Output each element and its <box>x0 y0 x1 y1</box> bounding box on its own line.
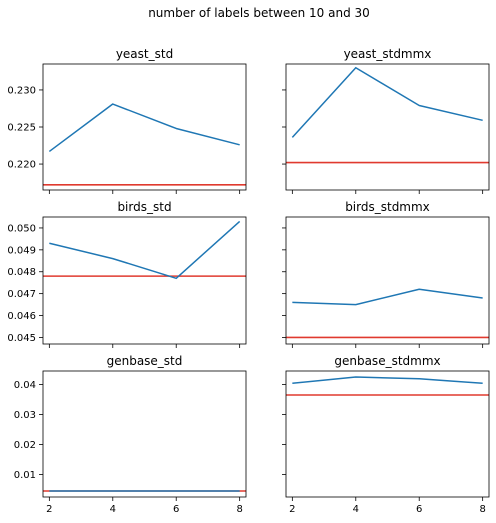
x-tick-label: 8 <box>479 504 485 515</box>
series-line <box>292 376 483 385</box>
subplot-title: genbase_std <box>107 354 183 368</box>
x-tick-label: 2 <box>46 504 52 515</box>
x-tick-label: 2 <box>289 504 295 515</box>
y-tick-label: 0.225 <box>7 123 36 134</box>
subplot-title: genbase_stdmmx <box>334 354 440 368</box>
subplot-yeast-stdmmx: yeast_stdmmx <box>282 47 490 194</box>
subplot-title: birds_std <box>117 200 171 214</box>
y-tick-label: 0.050 <box>7 223 36 234</box>
series-line <box>291 66 483 138</box>
subplot-yeast-std: yeast_std 0.220 0.225 0.230 <box>7 47 247 194</box>
series-line <box>292 288 483 306</box>
x-tick-label: 4 <box>353 504 359 515</box>
axes-frame <box>42 216 247 345</box>
subplot-genbase-std: genbase_std 0.01 0.02 0.03 0.04 2 4 6 8 <box>14 354 247 515</box>
subplot-title: birds_stdmmx <box>345 200 430 214</box>
y-tick-label: 0.02 <box>14 440 36 451</box>
x-tick-label: 8 <box>236 504 242 515</box>
y-tick-label: 0.230 <box>7 85 36 96</box>
y-tick-label: 0.04 <box>14 380 36 391</box>
y-tick-label: 0.01 <box>14 470 36 481</box>
y-tick-label: 0.049 <box>7 245 36 256</box>
y-tick-label: 0.03 <box>14 410 36 421</box>
axes-frame <box>42 63 247 191</box>
series-line <box>48 103 240 153</box>
y-tick-label: 0.045 <box>7 333 36 344</box>
subplot-birds-stdmmx: birds_stdmmx <box>282 200 490 348</box>
subplot-title: yeast_std <box>116 47 173 61</box>
y-tick-label: 0.220 <box>7 160 36 171</box>
x-tick-label: 4 <box>110 504 116 515</box>
y-tick-label: 0.046 <box>7 311 36 322</box>
axes-frame <box>285 216 490 345</box>
figure-suptitle: number of labels between 10 and 30 <box>148 6 370 20</box>
y-tick-label: 0.047 <box>7 289 36 300</box>
subplot-title: yeast_stdmmx <box>344 47 432 61</box>
subplot-genbase-stdmmx: genbase_stdmmx 2 4 6 8 <box>282 354 490 515</box>
axes-frame <box>285 370 490 498</box>
x-tick-label: 6 <box>416 504 422 515</box>
subplot-birds-std: birds_std 0.045 0.046 0.047 0.048 0.049 0.050 <box>7 200 247 348</box>
y-tick-label: 0.048 <box>7 267 36 278</box>
axes-frame <box>42 370 247 498</box>
axes-frame <box>285 63 490 191</box>
x-tick-label: 6 <box>173 504 179 515</box>
series-line <box>49 220 241 280</box>
